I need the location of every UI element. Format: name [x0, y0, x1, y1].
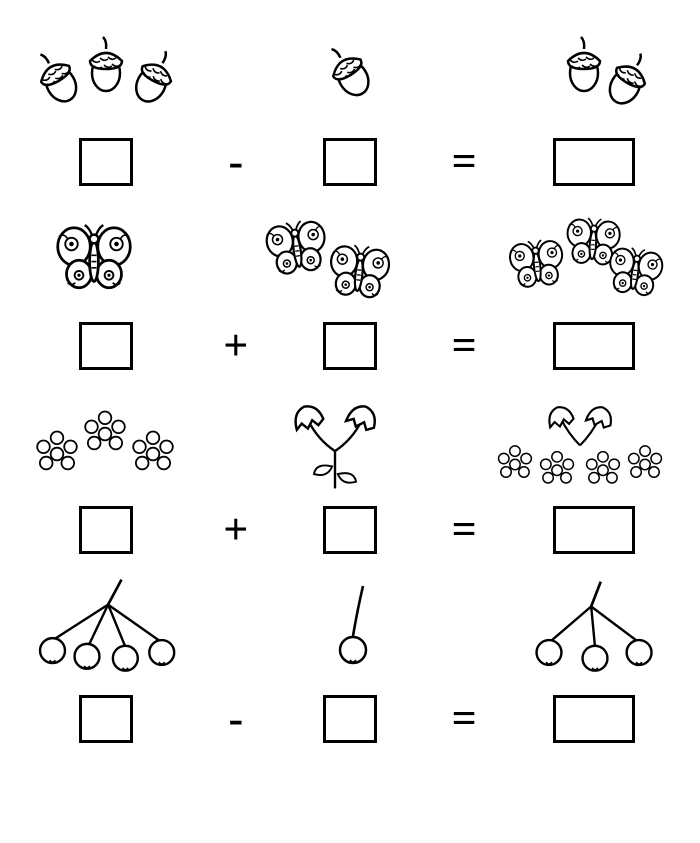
- acorn-icon: [15, 20, 198, 130]
- answer-box[interactable]: [79, 695, 133, 743]
- problem-row: - =: [15, 20, 685, 186]
- berry-icon: [15, 572, 205, 687]
- answer-box[interactable]: [553, 322, 635, 370]
- cherry-icon: [280, 572, 430, 687]
- acorn-icon: [502, 20, 685, 130]
- butterfly-icon: [485, 204, 685, 314]
- answer-box[interactable]: [323, 138, 377, 186]
- answer-box[interactable]: [553, 695, 635, 743]
- operator-plus: +: [223, 508, 248, 552]
- equals-sign: =: [452, 508, 477, 552]
- berry-icon: [505, 572, 685, 687]
- operator-minus: -: [228, 140, 243, 184]
- equals-sign: =: [452, 324, 477, 368]
- butterfly-icon: [15, 204, 173, 314]
- answer-box[interactable]: [553, 138, 635, 186]
- answer-box[interactable]: [79, 506, 133, 554]
- flower-icon: [15, 388, 195, 498]
- problem-row: + =: [15, 204, 685, 370]
- butterfly-icon: [239, 204, 419, 314]
- problem-row: - =: [15, 572, 685, 743]
- problem-row: + =: [15, 388, 685, 554]
- equals-sign: =: [452, 140, 477, 184]
- answer-box[interactable]: [553, 506, 635, 554]
- flower-icon: [475, 388, 685, 498]
- answer-box[interactable]: [323, 506, 377, 554]
- answer-box[interactable]: [323, 695, 377, 743]
- equals-sign: =: [452, 697, 477, 741]
- answer-box[interactable]: [79, 138, 133, 186]
- bellflower-icon: [265, 388, 405, 498]
- answer-box[interactable]: [79, 322, 133, 370]
- operator-plus: +: [223, 324, 248, 368]
- math-worksheet: - =: [15, 20, 685, 823]
- answer-box[interactable]: [323, 322, 377, 370]
- acorn-icon: [274, 20, 426, 130]
- operator-minus: -: [228, 697, 243, 741]
